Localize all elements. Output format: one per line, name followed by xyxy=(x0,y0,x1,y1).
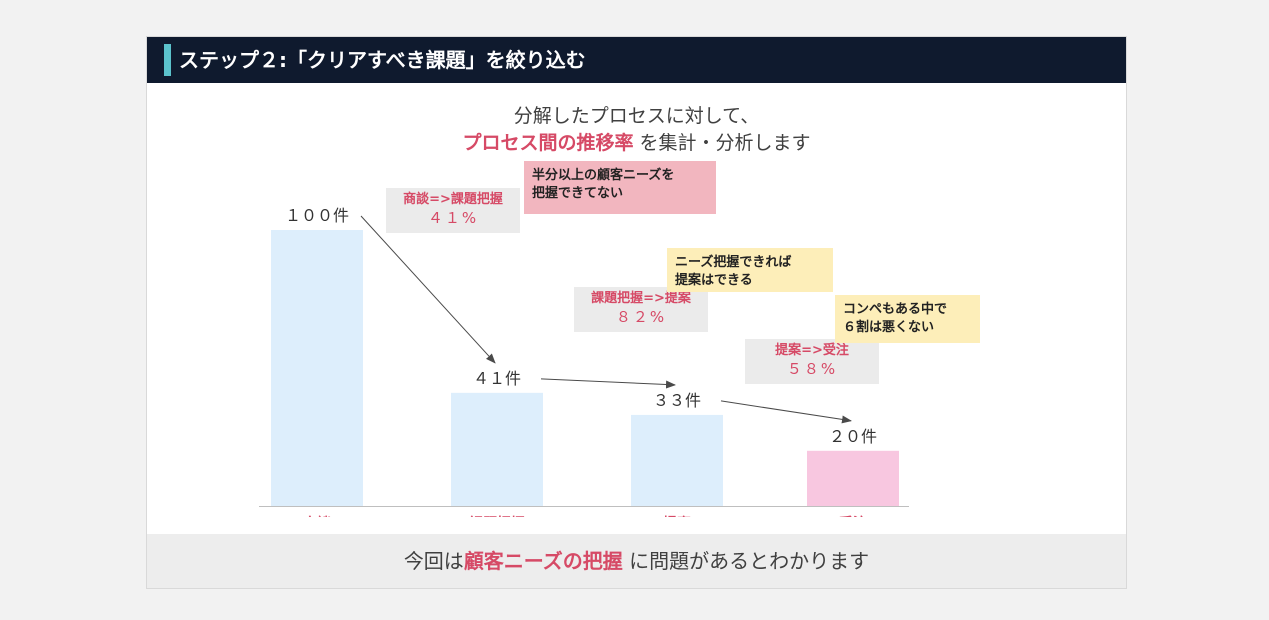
category-label: 課題把握 xyxy=(469,515,525,517)
data-label: １００件 xyxy=(285,206,349,225)
intro-rest: を集計・分析します xyxy=(639,132,811,154)
transition-arrow xyxy=(360,215,496,364)
header-accent-bar xyxy=(164,44,171,76)
data-label: ４１件 xyxy=(473,369,521,388)
transition-arrow xyxy=(720,400,852,424)
conclusion-banner: 今回は顧客ニーズの把握 に問題があるとわかります xyxy=(147,534,1126,588)
category-label: 提案 xyxy=(663,515,692,517)
category-label: 受注 xyxy=(839,515,867,517)
category-label: 商談 xyxy=(303,515,332,517)
data-label: ２０件 xyxy=(829,427,877,446)
annotation-note-text: コンペもある中で ６割は悪くない xyxy=(843,302,948,335)
intro-line-2: プロセス間の推移率 を集計・分析します xyxy=(147,128,1126,155)
conclusion-suffix: に問題があるとわかります xyxy=(622,549,870,573)
conversion-rate-box: 提案=>受注 ５８% xyxy=(745,339,879,384)
data-label: ３３件 xyxy=(653,391,701,410)
annotation-note: コンペもある中で ６割は悪くない xyxy=(835,295,980,343)
conversion-rate-box: 課題把握=>提案 ８２% xyxy=(574,287,708,332)
conclusion-prefix: 今回は xyxy=(403,549,464,573)
intro-line-1: 分解したプロセスに対して、 xyxy=(513,105,760,127)
funnel-bar-chart: １００件商談 ４１件課題把握 ３３件提案 ２０件受注 xyxy=(259,206,909,517)
slide-header: ステップ２:「クリアすべき課題」を絞り込む xyxy=(147,37,1126,83)
conversion-rate-box: 商談=>課題把握 ４１% xyxy=(386,188,520,233)
bar xyxy=(807,450,899,506)
slide-title: ステップ２:「クリアすべき課題」を絞り込む xyxy=(179,48,586,72)
slide: ステップ２:「クリアすべき課題」を絞り込む 分解したプロセスに対して、 プロセス… xyxy=(146,36,1127,589)
conversion-rate-label: 提案=>受注 xyxy=(775,343,849,358)
annotation-note: 半分以上の顧客ニーズを 把握できてない xyxy=(524,161,716,214)
annotation-note-text: ニーズ把握できれば 提案はできる xyxy=(675,255,792,288)
conversion-rate-value: ５８% xyxy=(786,360,838,378)
annotation-note-text: 半分以上の顧客ニーズを 把握できてない xyxy=(532,168,675,201)
conversion-rate-label: 課題把握=>提案 xyxy=(591,291,691,306)
bar xyxy=(271,230,363,506)
annotation-note: ニーズ把握できれば 提案はできる xyxy=(667,248,833,292)
conversion-rate-label: 商談=>課題把握 xyxy=(403,192,503,207)
bar xyxy=(451,392,543,506)
conclusion-highlight: 顧客ニーズの把握 xyxy=(463,549,623,573)
intro-highlight: プロセス間の推移率 xyxy=(462,132,634,154)
conversion-rate-value: ４１% xyxy=(427,209,479,227)
transition-arrow xyxy=(540,378,676,389)
bar xyxy=(631,414,723,506)
conversion-rate-value: ８２% xyxy=(615,308,667,326)
